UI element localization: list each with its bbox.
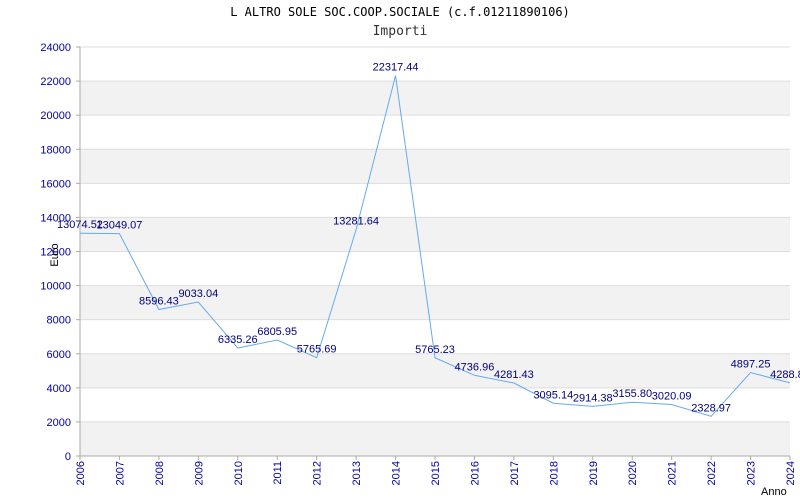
x-tick-label: 2018: [548, 461, 560, 485]
data-label: 3155.80: [612, 388, 652, 400]
y-tick-label: 4000: [47, 383, 71, 395]
y-tick-label: 22000: [40, 76, 71, 88]
data-label: 22317.44: [373, 62, 419, 74]
data-label: 4897.25: [731, 359, 771, 371]
x-tick-label: 2024: [785, 461, 797, 485]
grid-band: [80, 149, 790, 184]
chart-title: L ALTRO SOLE SOC.COOP.SOCIALE (c.f.01211…: [230, 5, 570, 19]
data-label: 9033.04: [178, 288, 218, 300]
y-tick-label: 6000: [47, 349, 71, 361]
data-label: 13049.07: [96, 220, 142, 232]
x-tick-label: 2006: [75, 461, 87, 485]
x-tick-label: 2020: [627, 461, 639, 485]
series-line: [79, 75, 791, 417]
y-tick-label: 24000: [40, 42, 71, 54]
x-tick-label: 2008: [154, 461, 166, 485]
x-tick-label: 2017: [509, 461, 521, 485]
y-tick-label: 12000: [40, 247, 71, 259]
data-label: 2328.97: [691, 402, 731, 414]
x-tick-label: 2009: [193, 461, 205, 485]
x-tick-label: 2007: [114, 461, 126, 485]
data-label: 13281.64: [333, 216, 379, 228]
grid-band: [80, 353, 790, 388]
data-label: 6805.95: [257, 326, 297, 338]
data-label: 3095.14: [533, 389, 573, 401]
y-tick-label: 18000: [40, 144, 71, 156]
y-tick-label: 10000: [40, 281, 71, 293]
data-label: 6335.26: [218, 334, 258, 346]
data-label: 8596.43: [139, 296, 179, 308]
data-label: 4288.87: [770, 369, 800, 381]
y-axis-title: Euro: [49, 243, 61, 266]
y-tick-label: 14000: [40, 212, 71, 224]
grid-band: [80, 217, 790, 252]
y-tick-label: 16000: [40, 178, 71, 190]
x-tick-label: 2011: [272, 461, 284, 485]
data-label: 2914.38: [573, 392, 613, 404]
grid-band: [80, 421, 790, 456]
grid-band: [80, 81, 790, 116]
data-label: 5765.23: [415, 344, 455, 356]
y-tick-label: 0: [65, 451, 71, 463]
data-label: 13074.52: [57, 219, 103, 231]
y-tick-label: 2000: [47, 417, 71, 429]
x-axis-title: Anno: [761, 486, 787, 498]
x-tick-label: 2023: [746, 461, 758, 485]
x-tick-label: 2019: [588, 461, 600, 485]
x-tick-label: 2012: [312, 461, 324, 485]
x-tick-label: 2013: [351, 461, 363, 485]
x-tick-label: 2014: [391, 461, 403, 485]
chart-subtitle: Importi: [372, 24, 428, 39]
y-tick-label: 20000: [40, 110, 71, 122]
x-tick-label: 2015: [430, 461, 442, 485]
data-label: 3020.09: [652, 391, 692, 403]
data-label: 4736.96: [455, 361, 495, 373]
data-label: 4281.43: [494, 369, 534, 381]
x-tick-label: 2021: [667, 461, 679, 485]
data-label: 5765.69: [297, 344, 337, 356]
x-tick-label: 2010: [233, 461, 245, 485]
y-tick-label: 8000: [47, 315, 71, 327]
x-tick-label: 2022: [706, 461, 718, 485]
x-tick-label: 2016: [469, 461, 481, 485]
